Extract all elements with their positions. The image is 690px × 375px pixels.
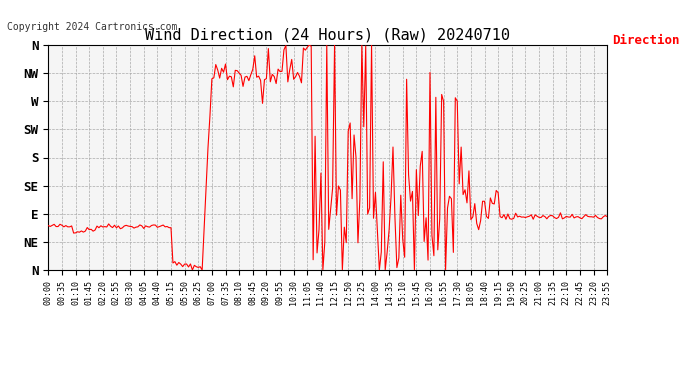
Text: Copyright 2024 Cartronics.com: Copyright 2024 Cartronics.com [7, 22, 177, 32]
Title: Wind Direction (24 Hours) (Raw) 20240710: Wind Direction (24 Hours) (Raw) 20240710 [146, 27, 510, 42]
Text: Direction: Direction [612, 34, 680, 47]
